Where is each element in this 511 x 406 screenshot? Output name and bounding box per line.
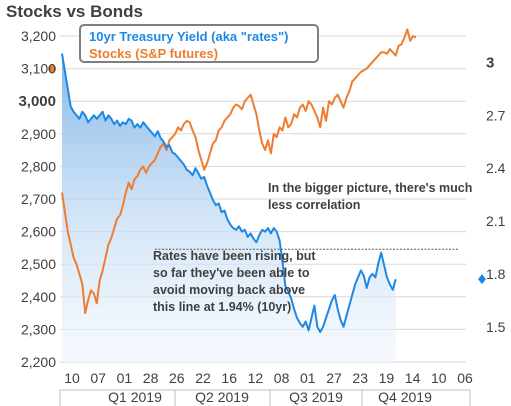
quarter-label: Q1 2019 xyxy=(108,389,162,405)
x-tick-label: 28 xyxy=(143,370,159,386)
x-tick-label: 10 xyxy=(431,370,447,386)
annotation-rates-note: Rates have been rising, but so far they'… xyxy=(153,249,316,314)
x-tick-label: 12 xyxy=(248,370,264,386)
left-tick-label: 2,900 xyxy=(21,126,56,142)
right-tick-label: 2.4 xyxy=(486,160,506,176)
right-tick-label: 2.7 xyxy=(486,107,506,123)
chart-title: Stocks vs Bonds xyxy=(6,2,143,21)
rates-area-fill xyxy=(62,53,396,362)
stocks-start-marker xyxy=(48,64,56,73)
x-tick-label: 06 xyxy=(457,370,473,386)
x-tick-label: 01 xyxy=(300,370,316,386)
rates-line xyxy=(61,53,397,333)
left-tick-label: 2,600 xyxy=(21,224,56,240)
x-tick-label: 01 xyxy=(117,370,133,386)
rates-area-layer xyxy=(62,53,396,362)
x-tick-label: 26 xyxy=(169,370,185,386)
x-tick-label: 19 xyxy=(379,370,395,386)
x-tick-label: 10 xyxy=(64,370,80,386)
legend-stocks-label: Stocks (S&P futures) xyxy=(89,46,219,61)
annotation-bigger-picture: In the bigger picture, there's much less… xyxy=(268,181,473,212)
x-tick-label: 22 xyxy=(195,370,211,386)
x-tick-label: 27 xyxy=(326,370,342,386)
right-tick-label: 1.8 xyxy=(486,266,506,282)
left-tick-label: 2,800 xyxy=(21,158,56,174)
x-tick-label: 08 xyxy=(274,370,290,386)
right-tick-label: 2.1 xyxy=(486,213,506,229)
x-tick-label: 07 xyxy=(90,370,106,386)
axis-layer: 3,200 3,100 3,000 2,900 2,800 2,700 2,600 2,500… xyxy=(18,28,506,406)
legend-rates-label: 10yr Treasury Yield (aka "rates") xyxy=(89,29,289,44)
right-tick-label: 3 xyxy=(486,54,494,71)
left-tick-label: 2,400 xyxy=(21,289,56,305)
quarter-label: Q3 2019 xyxy=(289,389,343,405)
left-tick-label: 3,100 xyxy=(21,61,56,77)
x-tick-label: 14 xyxy=(405,370,421,386)
legend: 10yr Treasury Yield (aka "rates") Stocks… xyxy=(79,24,319,63)
quarter-label: Q2 2019 xyxy=(195,389,249,405)
quarter-label: Q4 2019 xyxy=(378,389,432,405)
left-tick-label: 2,300 xyxy=(21,321,56,337)
stocks-line xyxy=(61,28,417,315)
left-tick-label: 3,000 xyxy=(18,93,56,110)
right-tick-label: 1.5 xyxy=(486,319,506,335)
left-tick-label: 2,700 xyxy=(21,191,56,207)
rates-end-marker xyxy=(478,274,486,285)
series-layer xyxy=(48,28,486,333)
x-tick-label: 23 xyxy=(352,370,368,386)
left-tick-label: 3,200 xyxy=(21,28,56,44)
left-tick-label: 2,500 xyxy=(21,256,56,272)
x-tick-label: 16 xyxy=(221,370,237,386)
left-tick-label: 2,200 xyxy=(21,354,56,370)
